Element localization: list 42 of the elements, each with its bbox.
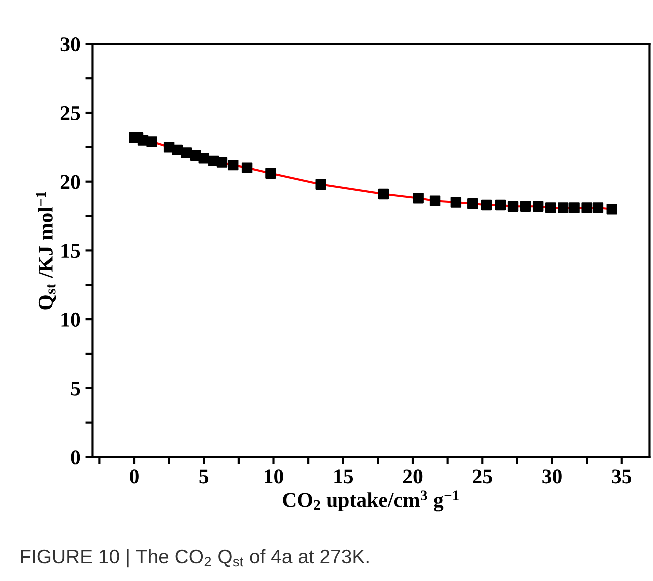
x-axis-title: CO$_{2}$ uptake/cm$^{3}$ g$^{−1}$ bbox=[283, 490, 459, 512]
x-tick-label: 25 bbox=[473, 470, 492, 484]
x-tick-label: 0 bbox=[130, 470, 139, 484]
point bbox=[378, 188, 390, 200]
y-axis-title: Q$_{st}$ /KJ mol$^{−1}$ bbox=[36, 192, 56, 310]
point bbox=[508, 201, 519, 212]
point bbox=[450, 197, 462, 208]
point bbox=[413, 193, 424, 204]
x-tick-label: 15 bbox=[334, 470, 354, 484]
x-tick-label: 30 bbox=[542, 470, 562, 484]
point bbox=[558, 202, 569, 214]
point bbox=[198, 153, 210, 164]
caption: FIGURE 10 | The CO$_{2}$ Q$_{st}$ of 4a at 273K. bbox=[21, 549, 369, 568]
point bbox=[582, 202, 592, 214]
point bbox=[316, 179, 326, 190]
x-tick-label: 5 bbox=[200, 470, 209, 484]
point bbox=[430, 196, 441, 206]
point bbox=[606, 204, 618, 215]
x-tick-label: 10 bbox=[265, 470, 284, 484]
point bbox=[216, 157, 228, 168]
point bbox=[228, 160, 239, 171]
point bbox=[569, 202, 580, 214]
y-tick-label: 25 bbox=[60, 106, 80, 120]
point bbox=[592, 202, 604, 214]
point bbox=[520, 201, 532, 212]
point bbox=[546, 202, 556, 214]
point bbox=[481, 200, 492, 211]
y-tick-label: 5 bbox=[71, 382, 80, 396]
point bbox=[266, 168, 276, 179]
x-tick-label: 20 bbox=[403, 470, 423, 484]
y-tick-label: 10 bbox=[62, 312, 80, 327]
point bbox=[181, 148, 192, 158]
y-tick-label: 20 bbox=[60, 175, 80, 190]
point bbox=[468, 198, 478, 210]
point bbox=[146, 136, 158, 148]
point bbox=[532, 201, 544, 212]
x-tick-label: 35 bbox=[612, 470, 632, 484]
point bbox=[242, 162, 253, 174]
y-tick-label: 30 bbox=[60, 38, 80, 52]
point bbox=[495, 200, 506, 211]
y-tick-label: 0 bbox=[71, 450, 80, 465]
y-tick-label: 15 bbox=[62, 244, 80, 258]
